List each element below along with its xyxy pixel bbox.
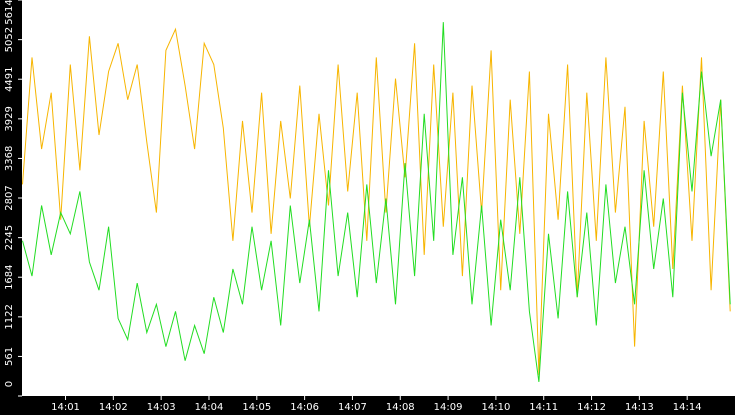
y-tick-label: 561 [4,347,15,366]
y-tick-label: 3368 [4,146,15,171]
y-tick-label: 0 [4,381,15,387]
x-tick-label: 14:02 [99,402,128,413]
x-tick-label: 14:09 [434,402,463,413]
y-tick-label: 4491 [4,66,15,91]
x-tick-label: 14:07 [338,402,367,413]
x-tick-label: 14:06 [290,402,319,413]
series-line [22,27,731,375]
x-tick-label: 14:01 [51,402,80,413]
x-tick-label: 14:14 [673,402,702,413]
y-axis-strip [0,0,22,415]
x-tick-label: 14:04 [195,402,224,413]
x-tick-label: 14:03 [147,402,176,413]
x-axis-strip [0,396,735,415]
y-tick-label: 1684 [4,264,15,289]
x-tick-label: 14:10 [481,402,510,413]
y-tick-label: 5052 [4,27,15,52]
x-tick-label: 14:12 [577,402,606,413]
x-tick-label: 14:11 [529,402,558,413]
y-tick-label: 1122 [4,304,15,329]
series-line [22,22,731,382]
x-tick-label: 14:13 [625,402,654,413]
x-tick-label: 14:08 [386,402,415,413]
y-tick-label: 5614 [4,0,15,25]
y-tick-label: 3929 [4,106,15,131]
y-tick-label: 2807 [4,185,15,210]
x-tick-label: 14:05 [242,402,271,413]
y-tick-label: 2245 [4,225,15,250]
